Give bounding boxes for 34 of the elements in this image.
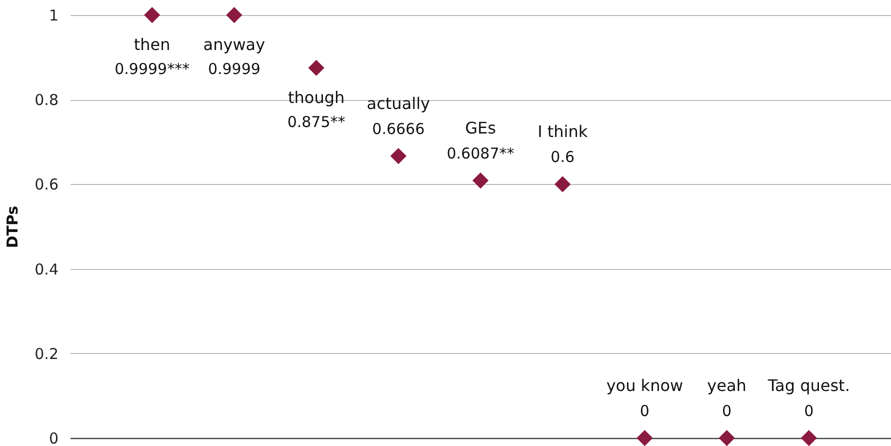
x-tick-label: I think [538, 122, 588, 142]
x-tick-label: then [134, 35, 170, 54]
y-tick-label: 0.4 [34, 260, 58, 278]
y-tick-label: 0.6 [34, 176, 58, 194]
data-label: 0.9999*** [114, 60, 190, 78]
y-tick-label: 1 [48, 6, 58, 24]
point [472, 172, 489, 189]
point [800, 430, 817, 446]
data-label: 0.9999 [208, 60, 260, 78]
point [308, 60, 324, 76]
y-tick-label: 0.2 [34, 344, 58, 363]
y-tick-label: 0 [48, 430, 58, 446]
point [144, 6, 160, 24]
x-tick-label: GEs [465, 118, 496, 138]
x-tick-label: actually [366, 94, 430, 114]
point [718, 430, 735, 446]
data-label: 0.6 [550, 148, 575, 166]
point [390, 148, 406, 164]
data-label: 0.6666 [372, 120, 425, 138]
point [554, 176, 571, 192]
x-tick-label: anyway [203, 35, 266, 54]
data-label: 0 [640, 402, 650, 420]
y-axis-title: DTPs [4, 206, 22, 248]
data-label: 0.6087** [446, 144, 515, 163]
x-tick-label: though [288, 88, 345, 107]
y-tick-label: 0.8 [34, 91, 58, 110]
x-tick-label: Tag quest. [766, 376, 850, 395]
x-tick-label: yeah [707, 376, 746, 395]
data-label: 0.875** [287, 112, 346, 131]
data-label: 0 [722, 402, 732, 420]
x-tick-label: you know [606, 376, 684, 395]
data-label: 0 [804, 402, 814, 420]
point [636, 430, 653, 446]
point [226, 6, 242, 24]
